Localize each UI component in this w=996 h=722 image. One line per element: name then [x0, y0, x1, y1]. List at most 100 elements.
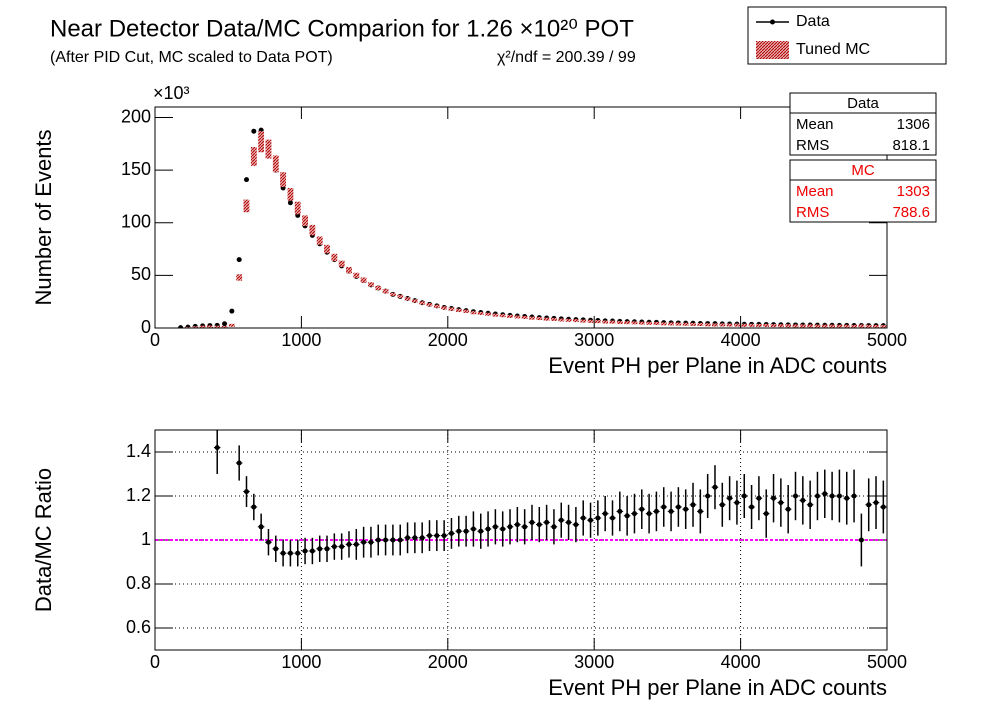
y-tick-label: 0 — [141, 317, 151, 337]
stats-label: RMS — [796, 137, 829, 154]
mc-band — [792, 324, 799, 328]
data-point — [844, 495, 850, 501]
mc-band — [206, 325, 213, 328]
data-point — [302, 548, 308, 554]
data-point — [624, 513, 630, 519]
data-point — [536, 522, 542, 528]
data-point — [573, 522, 579, 528]
mc-band — [572, 319, 579, 323]
x-tick-label: 5000 — [867, 652, 907, 672]
mc-band — [485, 312, 491, 316]
mc-band — [477, 311, 484, 315]
mc-band — [865, 324, 872, 328]
mc-band — [814, 324, 821, 328]
mc-band — [419, 301, 426, 305]
mc-band — [543, 317, 550, 321]
mc-band — [536, 316, 543, 320]
data-point — [822, 491, 828, 497]
data-point — [244, 177, 249, 183]
data-point — [324, 546, 330, 552]
mc-band — [697, 322, 704, 326]
data-point — [602, 511, 608, 517]
data-point — [368, 539, 374, 545]
x-tick-label: 4000 — [721, 652, 761, 672]
mc-band — [338, 260, 345, 267]
legend-label: Tuned MC — [796, 41, 870, 58]
mc-band — [836, 324, 843, 328]
chart-title: Near Detector Data/MC Comparion for 1.26… — [50, 15, 634, 42]
stats-value: 1306 — [897, 116, 930, 133]
plot-marks — [155, 430, 887, 567]
data-point — [178, 325, 184, 328]
mc-band — [704, 323, 711, 327]
mc-band — [433, 304, 440, 308]
x-tick-label: 3000 — [574, 652, 614, 672]
data-point — [522, 524, 528, 530]
mc-band — [346, 266, 352, 274]
mc-band — [287, 188, 294, 201]
data-point — [463, 528, 469, 534]
data-point — [675, 504, 681, 510]
data-point — [631, 511, 637, 517]
data-point — [331, 544, 337, 550]
data-point — [588, 517, 594, 523]
mc-band — [375, 285, 382, 291]
mc-band — [426, 303, 433, 307]
stats-label: RMS — [796, 204, 829, 221]
data-point — [361, 539, 367, 545]
chi2-annotation: χ²/ndf = 200.39 / 99 — [497, 49, 636, 66]
mc-band — [521, 315, 528, 319]
mc-band — [463, 309, 470, 313]
data-point — [705, 493, 711, 499]
mc-band — [353, 272, 360, 279]
mc-band — [565, 318, 572, 322]
y-axis-label: Data/MC Ratio — [31, 468, 56, 612]
data-point — [375, 537, 381, 543]
mc-band — [228, 323, 235, 327]
mc-band — [185, 326, 191, 328]
subtitle: (After PID Cut, MC scaled to Data POT) — [50, 49, 333, 66]
x-tick-label: 5000 — [867, 330, 907, 350]
mc-band — [309, 224, 316, 236]
stats-value: 818.1 — [892, 137, 930, 154]
mc-band — [397, 294, 404, 299]
mc-band — [455, 308, 462, 312]
mc-band — [741, 323, 748, 327]
mc-band — [199, 325, 206, 328]
data-point — [639, 506, 645, 512]
x-tick-label: 2000 — [428, 652, 468, 672]
stats-box — [789, 92, 937, 156]
x-tick-label: 2000 — [428, 330, 468, 350]
data-point — [265, 539, 271, 545]
mc-band — [660, 322, 667, 326]
mc-band — [368, 282, 374, 287]
mc-band — [609, 320, 616, 324]
mc-band — [843, 324, 850, 328]
data-point — [741, 493, 747, 499]
mc-band — [873, 324, 879, 328]
y-multiplier: ×10³ — [153, 83, 190, 103]
legend-swatch — [756, 41, 789, 59]
plot-marks — [177, 127, 887, 328]
data-point — [273, 546, 279, 552]
mc-band — [492, 313, 499, 317]
data-point — [851, 493, 857, 499]
mc-band — [821, 324, 828, 328]
mc-band — [880, 324, 887, 328]
data-point — [778, 500, 784, 506]
data-point — [514, 522, 520, 528]
stats-label: Mean — [796, 183, 834, 200]
data-point — [434, 533, 440, 539]
mc-band — [382, 289, 389, 294]
x-axis-label: Event PH per Plane in ADC counts — [548, 353, 887, 378]
mc-band — [302, 215, 308, 226]
data-point — [690, 502, 696, 508]
mc-band — [668, 322, 674, 326]
data-point — [229, 308, 235, 314]
y-tick-label: 50 — [131, 264, 151, 284]
data-point — [836, 493, 842, 499]
data-point — [251, 504, 257, 510]
mc-band — [690, 322, 696, 326]
data-point — [244, 489, 249, 495]
